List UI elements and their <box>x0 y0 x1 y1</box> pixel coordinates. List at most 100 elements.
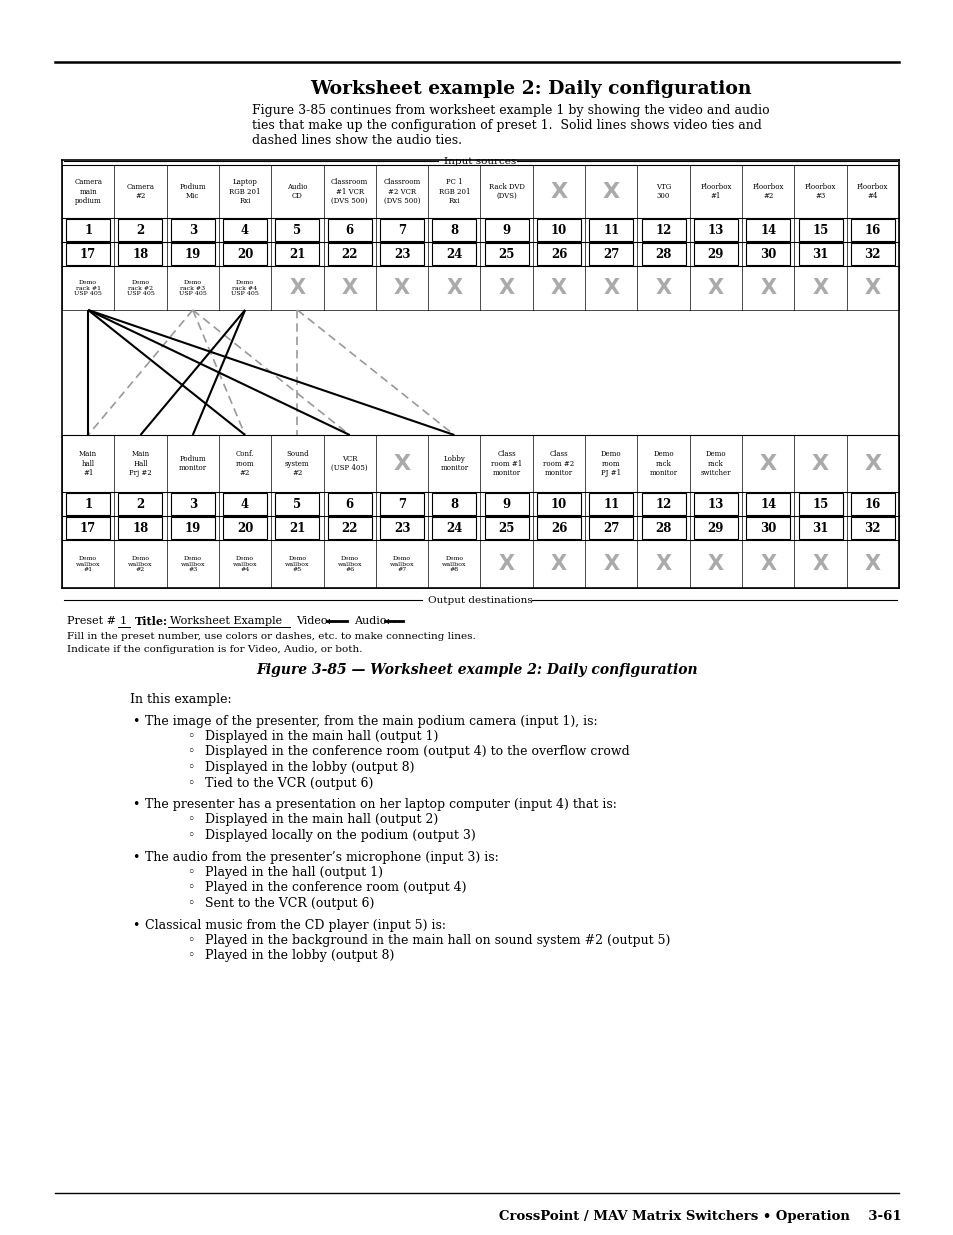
Text: Input sources: Input sources <box>443 157 516 165</box>
Text: 10: 10 <box>550 224 566 236</box>
Text: 29: 29 <box>707 521 723 535</box>
Text: 25: 25 <box>498 521 515 535</box>
FancyBboxPatch shape <box>118 243 162 266</box>
FancyBboxPatch shape <box>850 493 894 515</box>
Text: Worksheet example 2: Daily configuration: Worksheet example 2: Daily configuration <box>310 80 751 98</box>
Text: Sent to the VCR (output 6): Sent to the VCR (output 6) <box>205 897 374 910</box>
Text: Camera
main
podium: Camera main podium <box>74 178 102 205</box>
FancyBboxPatch shape <box>641 243 685 266</box>
FancyBboxPatch shape <box>171 219 214 241</box>
Text: 1: 1 <box>120 616 127 626</box>
Text: Laptop
RGB 201
Rxi: Laptop RGB 201 Rxi <box>229 178 260 205</box>
Text: Demo
rack #3
USP 405: Demo rack #3 USP 405 <box>178 280 207 296</box>
Text: X: X <box>341 278 357 298</box>
Text: 25: 25 <box>498 247 515 261</box>
Text: 32: 32 <box>863 521 881 535</box>
Text: 31: 31 <box>812 521 828 535</box>
FancyBboxPatch shape <box>118 219 162 241</box>
Text: •: • <box>132 798 140 811</box>
FancyBboxPatch shape <box>223 517 267 538</box>
Text: Figure 3-85 — Worksheet example 2: Daily configuration: Figure 3-85 — Worksheet example 2: Daily… <box>256 663 697 677</box>
Text: •: • <box>132 715 140 727</box>
Text: 30: 30 <box>760 247 776 261</box>
Text: 2: 2 <box>136 224 145 236</box>
Text: Podium
Mic: Podium Mic <box>179 183 206 200</box>
Text: X: X <box>394 278 410 298</box>
Text: 4: 4 <box>241 224 249 236</box>
Text: ◦: ◦ <box>188 934 194 947</box>
Text: X: X <box>760 278 776 298</box>
FancyBboxPatch shape <box>693 517 737 538</box>
Text: Displayed in the conference room (output 4) to the overflow crowd: Displayed in the conference room (output… <box>205 746 629 758</box>
Text: 1: 1 <box>84 224 92 236</box>
Text: X: X <box>655 555 671 574</box>
Text: Played in the background in the main hall on sound system #2 (output 5): Played in the background in the main hal… <box>205 934 670 947</box>
Text: 24: 24 <box>446 247 462 261</box>
Text: ◦: ◦ <box>188 950 194 962</box>
FancyBboxPatch shape <box>432 517 476 538</box>
FancyBboxPatch shape <box>484 243 528 266</box>
Text: Demo
rack
monitor: Demo rack monitor <box>649 451 677 477</box>
Text: Demo
rack #4
USP 405: Demo rack #4 USP 405 <box>231 280 259 296</box>
Text: X: X <box>812 278 828 298</box>
Text: X: X <box>550 182 567 201</box>
Text: Displayed in the main hall (output 2): Displayed in the main hall (output 2) <box>205 814 437 826</box>
Text: Lobby
monitor: Lobby monitor <box>440 454 468 472</box>
FancyBboxPatch shape <box>66 517 110 538</box>
Text: 16: 16 <box>863 498 880 510</box>
Text: Main
Hall
Prj #2: Main Hall Prj #2 <box>129 451 152 477</box>
FancyBboxPatch shape <box>484 493 528 515</box>
Text: X: X <box>811 453 828 473</box>
Text: Audio
CD: Audio CD <box>287 183 307 200</box>
Text: Demo
wallbox
#7: Demo wallbox #7 <box>390 556 414 572</box>
Text: Played in the lobby (output 8): Played in the lobby (output 8) <box>205 950 394 962</box>
Text: 22: 22 <box>341 247 357 261</box>
Text: 26: 26 <box>550 247 567 261</box>
Text: 32: 32 <box>863 247 881 261</box>
Text: Floorbox
#1: Floorbox #1 <box>700 183 731 200</box>
Text: Classical music from the CD player (input 5) is:: Classical music from the CD player (inpu… <box>145 919 446 931</box>
Text: 14: 14 <box>760 224 776 236</box>
FancyBboxPatch shape <box>537 493 580 515</box>
FancyBboxPatch shape <box>171 517 214 538</box>
Text: ◦: ◦ <box>188 730 194 743</box>
FancyBboxPatch shape <box>275 517 319 538</box>
Text: Displayed in the main hall (output 1): Displayed in the main hall (output 1) <box>205 730 438 743</box>
Text: ◦: ◦ <box>188 777 194 789</box>
FancyBboxPatch shape <box>379 219 423 241</box>
Text: X: X <box>498 555 515 574</box>
Text: 26: 26 <box>550 521 567 535</box>
FancyBboxPatch shape <box>171 243 214 266</box>
FancyBboxPatch shape <box>850 243 894 266</box>
FancyBboxPatch shape <box>379 243 423 266</box>
FancyBboxPatch shape <box>275 243 319 266</box>
Text: Displayed locally on the podium (output 3): Displayed locally on the podium (output … <box>205 829 476 842</box>
FancyBboxPatch shape <box>328 219 372 241</box>
Text: Demo
wallbox
#6: Demo wallbox #6 <box>337 556 361 572</box>
Text: Demo
wallbox
#2: Demo wallbox #2 <box>128 556 152 572</box>
Text: X: X <box>602 555 618 574</box>
Text: Demo
wallbox
#5: Demo wallbox #5 <box>285 556 310 572</box>
FancyBboxPatch shape <box>537 219 580 241</box>
Text: 17: 17 <box>80 247 96 261</box>
Text: •: • <box>132 919 140 931</box>
Text: Video:: Video: <box>295 616 331 626</box>
Text: X: X <box>760 555 776 574</box>
FancyBboxPatch shape <box>693 493 737 515</box>
Text: Conf.
room
#2: Conf. room #2 <box>235 451 254 477</box>
FancyBboxPatch shape <box>850 219 894 241</box>
Text: 23: 23 <box>394 247 410 261</box>
FancyBboxPatch shape <box>66 493 110 515</box>
Text: 14: 14 <box>760 498 776 510</box>
FancyBboxPatch shape <box>275 493 319 515</box>
Text: Main
hall
#1: Main hall #1 <box>79 451 97 477</box>
FancyBboxPatch shape <box>589 517 633 538</box>
Text: X: X <box>863 453 881 473</box>
Text: Preset #: Preset # <box>67 616 116 626</box>
FancyBboxPatch shape <box>745 219 789 241</box>
Text: Audio:: Audio: <box>354 616 390 626</box>
Text: X: X <box>655 278 671 298</box>
Text: The audio from the presenter’s microphone (input 3) is:: The audio from the presenter’s microphon… <box>145 851 498 863</box>
Text: 20: 20 <box>236 521 253 535</box>
FancyBboxPatch shape <box>745 493 789 515</box>
